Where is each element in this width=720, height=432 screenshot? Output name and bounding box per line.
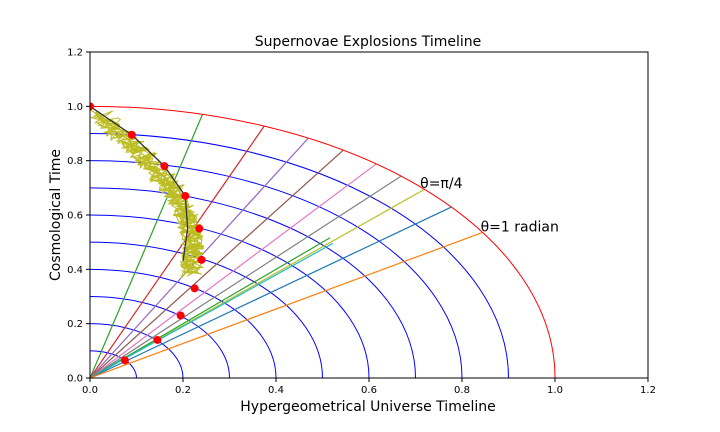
y-tick-label: 1.0	[67, 102, 83, 113]
y-tick-label: 1.2	[67, 48, 83, 59]
ray-line	[90, 114, 204, 378]
y-tick-label: 0.8	[67, 156, 83, 167]
data-point	[127, 130, 136, 139]
data-point	[160, 162, 169, 171]
angle-annotation: θ=1 radian	[481, 219, 559, 235]
inner-arc	[90, 160, 463, 378]
data-point	[153, 335, 162, 344]
data-point	[181, 191, 190, 200]
y-tick-label: 0.0	[67, 374, 83, 385]
outer-circle	[90, 105, 556, 378]
noise-band	[90, 109, 205, 279]
x-tick-label: 1.0	[547, 385, 563, 396]
x-tick-label: 1.2	[640, 385, 656, 396]
y-tick-label: 0.2	[67, 319, 83, 330]
data-point	[195, 224, 204, 233]
y-tick-label: 0.4	[67, 265, 83, 276]
data-point	[90, 102, 94, 111]
ray-line	[90, 231, 483, 378]
chart-title: Supernovae Explosions Timeline	[255, 34, 482, 50]
y-axis-label: Cosmological Time	[48, 149, 64, 281]
angle-annotation: θ=π/4	[420, 176, 462, 192]
data-point	[120, 356, 129, 365]
ray-line	[90, 242, 334, 378]
ray-line	[90, 175, 402, 378]
y-tick-label: 0.6	[67, 211, 83, 222]
ray-line	[90, 125, 265, 378]
data-point	[176, 311, 185, 320]
x-tick-label: 0.8	[454, 385, 470, 396]
x-tick-label: 0.0	[82, 385, 98, 396]
ray-line	[90, 163, 377, 378]
x-tick-label: 0.6	[361, 385, 377, 396]
x-tick-label: 0.4	[268, 385, 284, 396]
ray-line	[90, 206, 452, 378]
data-point	[197, 255, 206, 264]
ray-line	[90, 237, 331, 378]
x-axis-label: Hypergeometrical Universe Timeline	[240, 399, 495, 415]
data-point	[190, 284, 199, 293]
x-tick-label: 0.2	[175, 385, 191, 396]
fit-curve	[90, 105, 189, 262]
inner-arc	[90, 133, 509, 378]
plot-area	[90, 102, 556, 378]
ray-line	[90, 149, 344, 378]
